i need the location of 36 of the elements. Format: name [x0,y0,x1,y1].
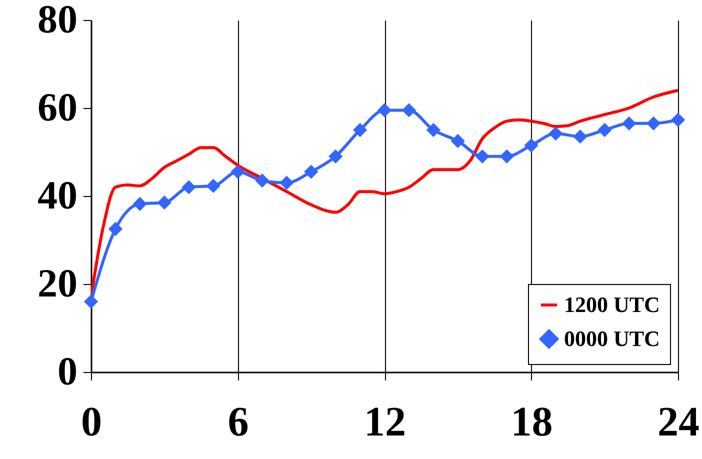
legend-label: 1200 UTC [564,292,660,317]
point [426,122,440,138]
point [132,196,147,211]
point [548,126,563,141]
point [598,122,612,138]
point [206,178,220,193]
x-tick-label: 12 [364,400,406,446]
x-tick-label: 18 [510,400,553,446]
x-tick-label: 6 [228,400,249,446]
point [500,149,514,164]
y-tick-label: 60 [38,84,78,130]
point [646,116,661,130]
point [573,130,588,144]
y-tick-label: 40 [38,172,78,218]
point [280,176,294,190]
point [402,103,416,118]
x-tick-label: 24 [658,400,700,446]
point [328,149,343,164]
point [108,222,123,236]
point [450,134,465,148]
legend-label: 0000 UTC [564,326,660,351]
point [670,112,686,127]
point [157,196,172,210]
point [622,116,636,130]
y-tick-label: 0 [58,348,78,394]
point [255,174,270,188]
point [304,164,318,179]
point [182,180,196,194]
point [377,103,392,118]
point [84,294,98,309]
point [524,138,538,152]
point [352,122,368,138]
y-tick-label: 20 [38,260,78,306]
y-tick-label: 80 [38,0,78,42]
point [230,164,245,179]
point [475,149,490,164]
